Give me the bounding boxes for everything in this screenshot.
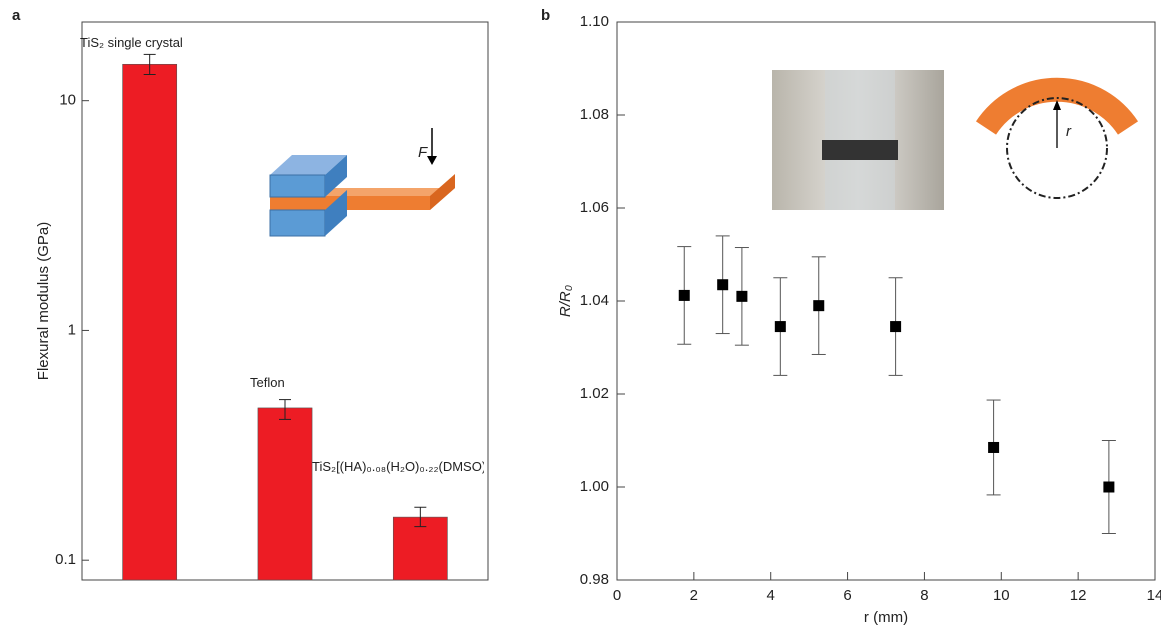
point (774, 321, 786, 333)
point (736, 290, 748, 302)
x-tick-label: 12 (1070, 587, 1087, 604)
inset-label: r (1066, 123, 1072, 140)
x-tick-label: 10 (993, 587, 1010, 604)
point (988, 441, 1000, 453)
point (813, 300, 825, 312)
y-tick-label: 1.08 (580, 106, 609, 123)
panel-label: b (541, 7, 550, 24)
y-tick-label: 1.04 (580, 292, 609, 309)
beam-schematic (269, 128, 455, 237)
bar-label: Teflon (250, 375, 285, 390)
bar (257, 407, 313, 581)
bar-label-box: TiS₂[(HA)₀.₀₈(H₂O)₀.₂₂(DMSO)₀.₀₃] (312, 459, 484, 474)
error-bar (414, 506, 427, 528)
bar (122, 63, 178, 581)
x-tick-label: 8 (920, 587, 928, 604)
y-axis-label: Flexural modulus (GPa) (35, 222, 52, 380)
y-tick-label: 1.10 (580, 13, 609, 30)
y-axis-label: R/R₀ (557, 285, 574, 317)
bar-label-box: Teflon (250, 375, 285, 390)
error-bar (279, 399, 291, 420)
x-tick-label: 6 (843, 587, 851, 604)
y-tick-label: 1.00 (580, 478, 609, 495)
error-bar (143, 53, 156, 75)
point (1103, 481, 1115, 493)
x-tick-label: 2 (690, 587, 698, 604)
inset-label: F (418, 144, 428, 161)
y-tick-label: 1 (68, 321, 76, 338)
x-tick-label: 4 (767, 587, 775, 604)
bar-label: TiS₂ single crystal (80, 35, 183, 50)
y-tick-label: 1.02 (580, 385, 609, 402)
y-tick-label: 0.1 (55, 551, 76, 568)
x-axis-label: r (mm) (864, 609, 908, 626)
panel-label: a (12, 7, 21, 24)
point (717, 279, 729, 291)
bar (392, 516, 448, 581)
y-tick-label: 0.98 (580, 571, 609, 588)
y-tick-label: 10 (59, 92, 76, 109)
bending-schematic (975, 77, 1139, 199)
photo-inset (772, 70, 944, 210)
bar-label-box: TiS₂ single crystal (80, 35, 183, 50)
x-tick-label: 0 (613, 587, 621, 604)
point (678, 289, 690, 301)
point (890, 321, 902, 333)
bar-label: TiS₂[(HA)₀.₀₈(H₂O)₀.₂₂(DMSO)₀.₀₃] (312, 459, 484, 474)
y-tick-label: 1.06 (580, 199, 609, 216)
x-tick-label: 14 (1147, 587, 1161, 604)
